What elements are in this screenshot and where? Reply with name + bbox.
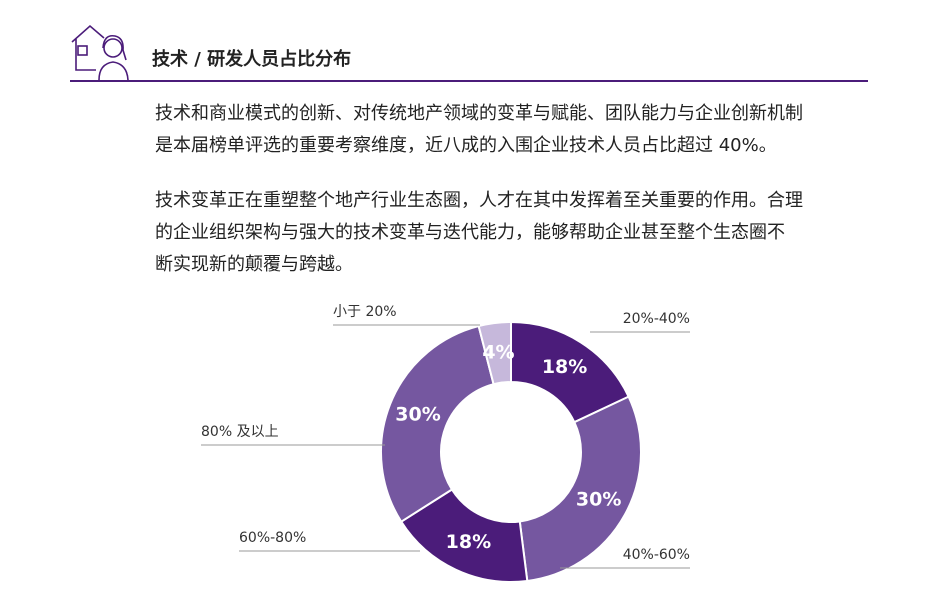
value-label: 4% — [482, 341, 514, 363]
category-label: 小于 20% — [333, 304, 397, 320]
donut-slice — [380, 324, 495, 524]
value-label: 18% — [542, 356, 587, 378]
category-label: 60%-80% — [239, 530, 306, 546]
paragraph-line: 的企业组织架构与强大的技术变革与迭代能力，能够帮助企业甚至整个生态圈不 — [155, 222, 785, 243]
paragraph-line: 是本届榜单评选的重要考察维度，近八成的入围企业技术人员占比超过 40%。 — [155, 135, 777, 156]
value-label: 30% — [576, 489, 621, 511]
value-label: 18% — [446, 531, 491, 553]
category-label: 20%-40% — [623, 311, 690, 327]
category-label: 80% 及以上 — [201, 424, 279, 440]
value-label: 30% — [395, 404, 440, 426]
paragraph-line: 断实现新的颠覆与跨越。 — [155, 254, 353, 275]
paragraphs: 技术和商业模式的创新、对传统地产领域的变革与赋能、团队能力与企业创新机制是本届榜… — [155, 103, 803, 275]
donut-slice — [477, 320, 512, 386]
paragraph-line: 技术和商业模式的创新、对传统地产领域的变革与赋能、团队能力与企业创新机制 — [155, 103, 803, 124]
category-label: 40%-60% — [623, 547, 690, 563]
donut-chart: 18% 20%-40% 30% 40%-60% 18% 60%-80% 30% 80% 及以上… — [201, 304, 690, 583]
title: 技术 / 研发人员占比分布 — [152, 48, 351, 70]
header-icon — [71, 24, 129, 81]
donut-slice — [518, 395, 642, 583]
paragraph-line: 技术变革正在重塑整个地产行业生态圈，人才在其中发挥着至关重要的作用。合理 — [155, 190, 803, 211]
